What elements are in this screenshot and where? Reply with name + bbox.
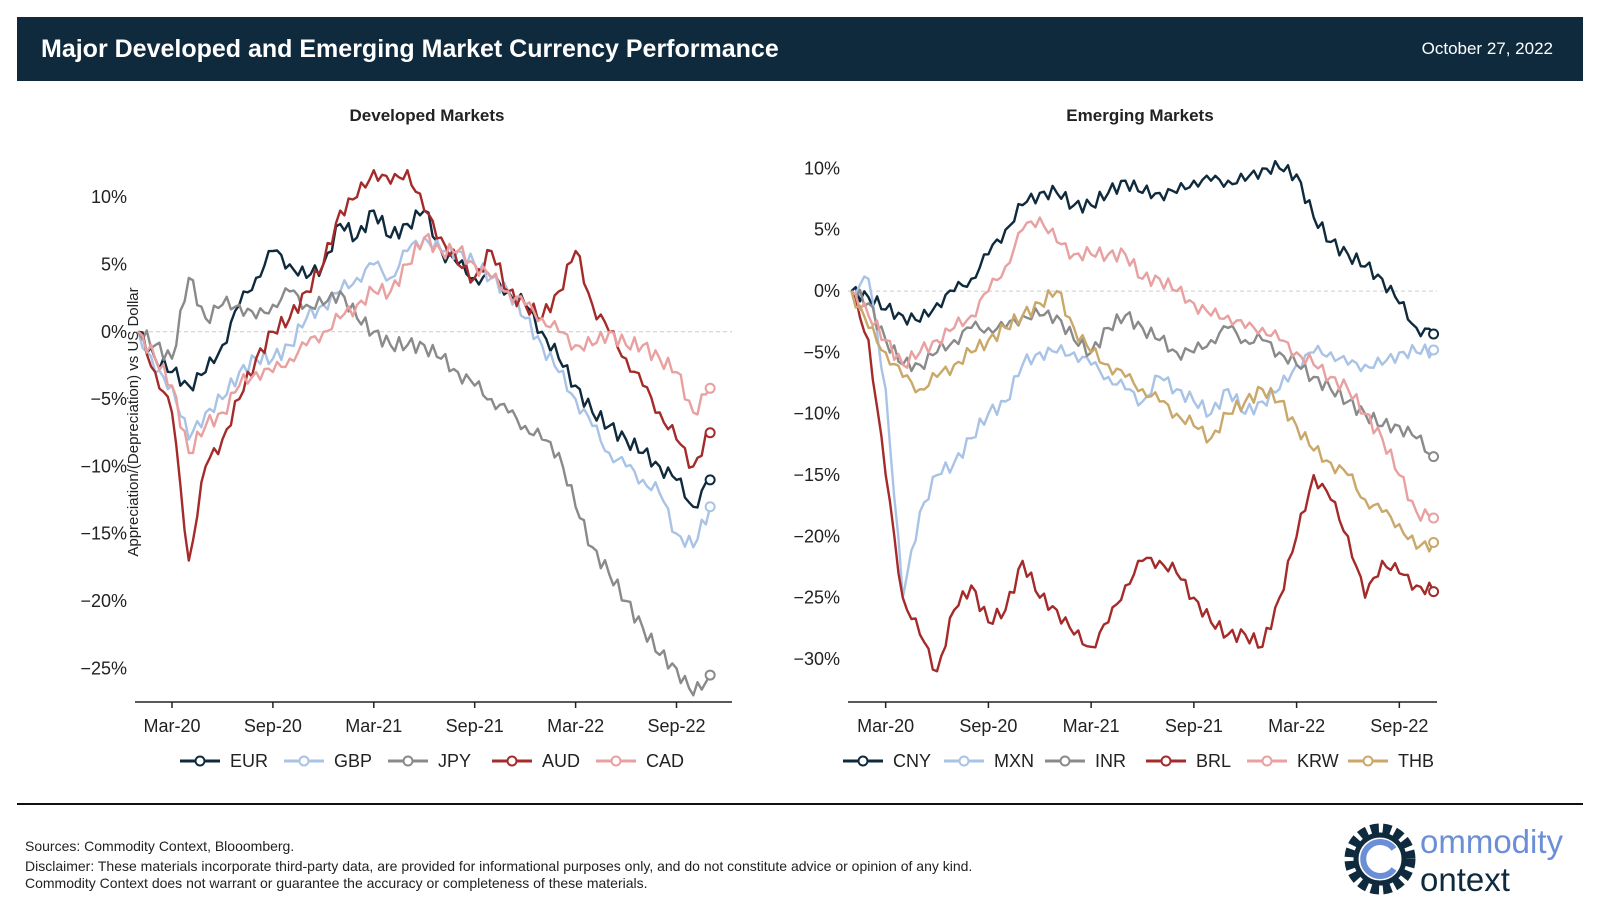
em-legend-marker-thb [1362, 755, 1374, 767]
dev-y-tick-label: 5% [101, 254, 127, 274]
dev-legend-label-aud: AUD [542, 751, 580, 771]
dev-series-endpoint-jpy [704, 669, 716, 681]
page-title: Major Developed and Emerging Market Curr… [41, 34, 779, 63]
dev-legend-marker-aud [506, 755, 518, 767]
em-y-tick-label: 10% [804, 158, 840, 178]
dev-x-tick-label: Mar-21 [345, 716, 402, 736]
em-x-tick-label: Mar-22 [1268, 716, 1325, 736]
em-legend-label-thb: THB [1398, 751, 1434, 771]
em-y-tick-label: −5% [803, 342, 840, 362]
dev-x-tick-label: Mar-20 [143, 716, 200, 736]
em-series-line-mxn [850, 275, 1435, 599]
em-y-tick-label: −25% [793, 588, 840, 608]
sources-text: Sources: Commodity Context, Blooomberg. [25, 838, 295, 854]
dev-y-tick-label: −5% [90, 389, 127, 409]
em-legend-marker-mxn [958, 755, 970, 767]
em-y-tick-label: 5% [814, 220, 840, 240]
disclaimer-text: Disclaimer: These materials incorporate … [25, 858, 973, 891]
em-legend-label-cny: CNY [893, 751, 931, 771]
dev-legend-marker-gbp [298, 755, 310, 767]
em-series-line-cny [850, 159, 1435, 338]
em-legend-label-brl: BRL [1196, 751, 1231, 771]
commodity-context-logo: ommodity ontext [1344, 823, 1564, 898]
dev-legend-marker-jpy [402, 755, 414, 767]
em-x-tick-label: Sep-20 [959, 716, 1017, 736]
em-legend-label-krw: KRW [1297, 751, 1339, 771]
em-series-endpoint-mxn [1428, 344, 1440, 356]
em-x-tick-label: Sep-22 [1370, 716, 1428, 736]
em-series-line-krw [850, 216, 1434, 522]
em-x-tick-label: Mar-21 [1063, 716, 1120, 736]
em-legend-label-inr: INR [1095, 751, 1126, 771]
em-legend-marker-krw [1261, 755, 1273, 767]
logo-word-context: ontext [1420, 861, 1510, 898]
logo-word-commodity: ommodity [1420, 823, 1564, 860]
dev-legend-label-jpy: JPY [438, 751, 471, 771]
dev-series-line-aud [137, 169, 711, 562]
footer-divider [17, 803, 1583, 805]
dev-legend-marker-eur [194, 755, 206, 767]
dev-legend-label-gbp: GBP [334, 751, 372, 771]
dev-y-tick-label: 10% [91, 187, 127, 207]
dev-y-axis-label: Appreciation/(Depreciation) vs US Dollar [125, 287, 142, 556]
charts-canvas: Developed Markets Appreciation/(Depreciat… [80, 106, 1440, 771]
em-series-line-inr [850, 288, 1435, 458]
dev-y-tick-label: −15% [80, 524, 127, 544]
dev-series-line-cad [137, 232, 712, 455]
em-y-tick-label: −10% [793, 404, 840, 424]
dev-legend-label-cad: CAD [646, 751, 684, 771]
dev-y-tick-label: −25% [80, 658, 127, 678]
dev-x-tick-label: Sep-20 [244, 716, 302, 736]
dev-legend-label-eur: EUR [230, 751, 268, 771]
dev-series-endpoint-eur [704, 474, 716, 486]
em-y-tick-label: −15% [793, 465, 840, 485]
dev-x-tick-label: Sep-22 [647, 716, 705, 736]
em-legend-marker-brl [1160, 755, 1172, 767]
dev-legend-marker-cad [610, 755, 622, 767]
dev-series-endpoint-gbp [704, 501, 716, 513]
em-series-endpoint-brl [1428, 586, 1440, 598]
dev-series-endpoint-cad [704, 382, 716, 394]
dev-x-tick-label: Mar-22 [547, 716, 604, 736]
em-series-line-brl [850, 290, 1435, 673]
em-series-endpoint-krw [1428, 512, 1440, 524]
dev-y-tick-label: −20% [80, 591, 127, 611]
em-legend-label-mxn: MXN [994, 751, 1034, 771]
report-date: October 27, 2022 [1421, 39, 1553, 58]
em-y-tick-label: −30% [793, 649, 840, 669]
dev-series-line-jpy [137, 276, 712, 697]
em-series-line-thb [850, 289, 1435, 553]
em-legend-marker-inr [1059, 755, 1071, 767]
dev-chart-title: Developed Markets [350, 106, 505, 125]
dev-y-tick-label: −10% [80, 456, 127, 476]
em-series-endpoint-thb [1428, 537, 1440, 549]
gear-icon [1344, 823, 1416, 895]
em-legend-marker-cny [857, 755, 869, 767]
em-series-endpoint-cny [1428, 328, 1440, 340]
em-series-endpoint-inr [1428, 451, 1440, 463]
dev-y-tick-label: 0% [101, 322, 127, 342]
dev-series-endpoint-aud [704, 427, 716, 439]
em-x-tick-label: Mar-20 [857, 716, 914, 736]
dev-series-line-gbp [137, 236, 712, 549]
em-y-tick-label: 0% [814, 281, 840, 301]
em-y-tick-label: −20% [793, 526, 840, 546]
dev-x-tick-label: Sep-21 [446, 716, 504, 736]
header-bar: Major Developed and Emerging Market Curr… [17, 17, 1583, 81]
em-x-tick-label: Sep-21 [1165, 716, 1223, 736]
em-chart-title: Emerging Markets [1066, 106, 1213, 125]
